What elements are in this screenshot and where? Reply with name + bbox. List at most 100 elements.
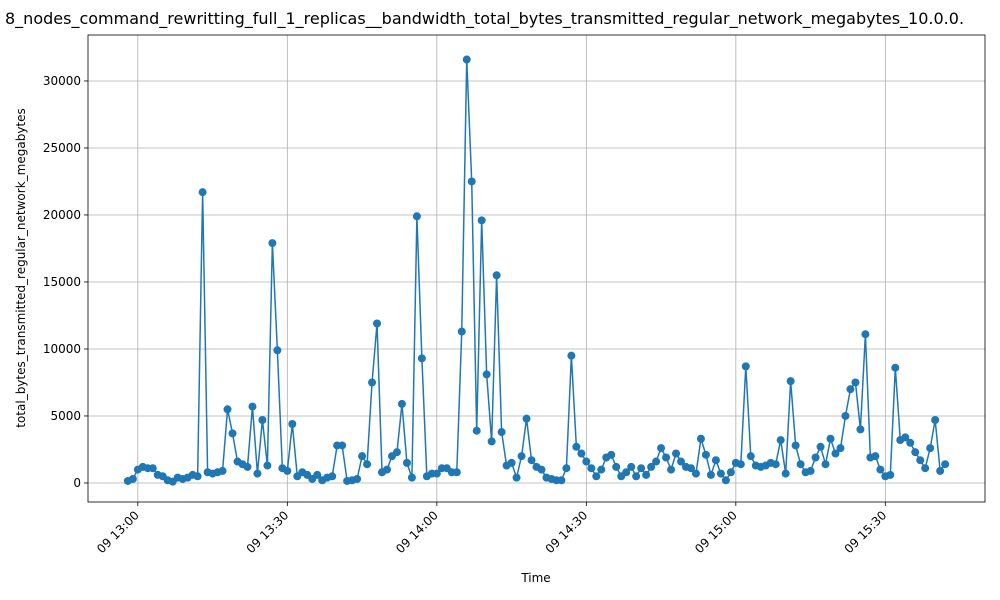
data-point	[851, 378, 860, 387]
data-point	[856, 425, 865, 434]
y-tick-label: 5000	[50, 409, 81, 423]
data-point	[622, 468, 631, 477]
data-point	[198, 188, 207, 197]
plot-area: 0 5000 10000 15000 20000 25000 30000 09 13:00 09…	[43, 35, 985, 556]
data-point	[148, 464, 157, 473]
data-point	[412, 212, 421, 221]
data-point	[512, 473, 521, 482]
data-point	[726, 468, 735, 477]
data-point	[567, 351, 576, 360]
y-tick-label: 30000	[43, 74, 81, 88]
data-point	[806, 466, 815, 475]
chart-title: 8_nodes_command_rewritting_full_1_replic…	[5, 9, 964, 29]
data-point	[677, 457, 686, 466]
data-point	[706, 470, 715, 479]
data-point	[642, 470, 651, 479]
data-point	[572, 442, 581, 451]
data-point	[472, 426, 481, 435]
data-point	[826, 434, 835, 443]
data-point	[612, 462, 621, 471]
y-tick-label: 25000	[43, 141, 81, 155]
data-point	[667, 465, 676, 474]
data-point	[313, 470, 322, 479]
y-tick-label: 15000	[43, 275, 81, 289]
axes-frame	[87, 34, 986, 503]
data-point	[691, 469, 700, 478]
data-point	[577, 449, 586, 458]
data-point	[906, 438, 915, 447]
data-point	[243, 462, 252, 471]
data-point	[941, 460, 950, 469]
data-point	[901, 433, 910, 442]
data-point	[597, 465, 606, 474]
data-point	[258, 415, 267, 424]
data-point	[338, 441, 347, 450]
data-point	[627, 462, 636, 471]
y-tick-label: 10000	[43, 342, 81, 356]
data-point	[492, 271, 501, 280]
data-point	[721, 476, 730, 485]
data-point	[871, 452, 880, 461]
x-tick-label: 09 14:00	[393, 508, 441, 556]
data-point	[911, 448, 920, 457]
data-point	[358, 452, 367, 461]
data-point	[522, 414, 531, 423]
data-point	[632, 472, 641, 481]
data-point	[557, 476, 566, 485]
series-line	[127, 59, 946, 483]
data-point	[482, 370, 491, 379]
data-point	[487, 437, 496, 446]
data-point	[771, 460, 780, 469]
y-axis-label: total_bytes_transmitted_regular_network_…	[14, 108, 28, 428]
data-point	[791, 441, 800, 450]
data-point	[931, 415, 940, 424]
data-point	[193, 472, 202, 481]
data-point	[876, 465, 885, 474]
data-point	[537, 465, 546, 474]
data-point	[417, 354, 426, 363]
data-point	[781, 469, 790, 478]
data-point	[457, 327, 466, 336]
x-tick-label: 09 13:00	[94, 508, 142, 556]
data-point	[696, 434, 705, 443]
data-point	[607, 450, 616, 459]
data-point	[497, 428, 506, 437]
data-point	[517, 452, 526, 461]
data-point	[507, 458, 516, 467]
data-point	[273, 346, 282, 355]
y-tick-label: 0	[73, 476, 81, 490]
data-point	[368, 378, 377, 387]
data-point	[701, 450, 710, 459]
data-point	[672, 449, 681, 458]
data-point	[407, 473, 416, 482]
data-point	[373, 319, 382, 328]
data-point	[253, 469, 262, 478]
data-point	[462, 55, 471, 64]
data-point	[746, 452, 755, 461]
data-point	[821, 460, 830, 469]
data-point	[741, 362, 750, 371]
y-tick-label: 20000	[43, 208, 81, 222]
data-point	[786, 377, 795, 386]
data-point	[936, 466, 945, 475]
data-point	[836, 444, 845, 453]
data-point	[353, 474, 362, 483]
data-point	[452, 468, 461, 477]
x-tick-label: 09 15:00	[692, 508, 740, 556]
data-point	[527, 456, 536, 465]
data-point	[816, 442, 825, 451]
data-point	[796, 460, 805, 469]
data-point	[268, 239, 277, 248]
data-point	[861, 330, 870, 339]
data-point	[811, 453, 820, 462]
data-point	[776, 436, 785, 445]
data-point	[397, 399, 406, 408]
data-point	[218, 466, 227, 475]
data-point	[582, 457, 591, 466]
data-point	[592, 472, 601, 481]
x-axis-label: Time	[520, 571, 550, 585]
x-tick-label: 09 13:30	[244, 508, 292, 556]
data-point	[383, 465, 391, 474]
data-point	[432, 469, 441, 478]
